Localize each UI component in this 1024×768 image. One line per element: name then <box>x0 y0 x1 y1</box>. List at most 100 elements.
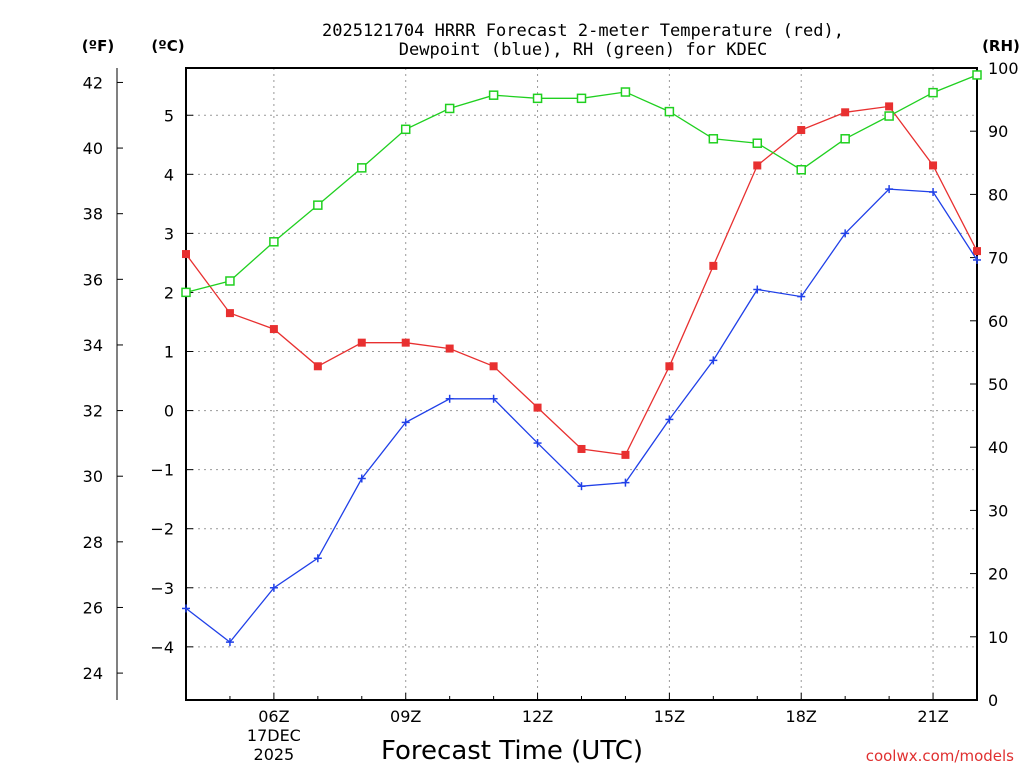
temperature-point <box>841 108 850 117</box>
dewpoint-point <box>489 394 498 403</box>
rh-point <box>884 111 894 121</box>
rh-point <box>708 134 719 144</box>
rh-tick-label: 20 <box>988 565 1008 584</box>
fahrenheit-tick-label: 32 <box>83 402 103 421</box>
credit-text: coolwx.com/models <box>866 747 1014 765</box>
rh-point <box>225 276 235 286</box>
temperature-point <box>665 362 674 371</box>
x-tick-label: 21Z <box>917 707 948 726</box>
rh-tick-label: 100 <box>988 59 1019 78</box>
fahrenheit-tick-label: 24 <box>83 664 103 683</box>
rh-point <box>357 163 367 173</box>
rh-point <box>664 106 675 117</box>
x-tick-label: 06Z <box>258 707 289 726</box>
fahrenheit-unit-label: (ºF) <box>82 37 114 55</box>
dewpoint-point <box>665 415 674 424</box>
rh-point <box>620 87 631 97</box>
celsius-tick-label: −2 <box>150 520 174 539</box>
celsius-tick-label: 4 <box>164 165 174 184</box>
rh-tick-label: 90 <box>988 122 1008 141</box>
rh-tick-label: 40 <box>988 438 1008 457</box>
fahrenheit-tick-label: 36 <box>83 270 103 289</box>
rh-point <box>928 87 938 98</box>
celsius-tick-label: 2 <box>164 283 174 302</box>
temperature-point <box>577 444 586 453</box>
series-line-temperature <box>185 105 978 456</box>
grid-lines <box>186 68 977 700</box>
rh-point <box>313 200 323 210</box>
fahrenheit-tick-label: 40 <box>83 139 103 158</box>
series-temperature <box>182 102 981 459</box>
dewpoint-point <box>225 638 234 647</box>
dewpoint-point <box>753 285 762 294</box>
series-line-rh <box>185 74 978 294</box>
temperature-point <box>401 338 410 347</box>
dewpoint-point <box>313 554 322 563</box>
rh-tick-label: 10 <box>988 628 1008 647</box>
temperature-point <box>313 362 322 371</box>
temperature-point <box>357 338 366 347</box>
x-tick-label: 09Z <box>390 707 421 726</box>
rh-point <box>269 237 279 247</box>
temperature-point <box>225 309 234 318</box>
series-rh <box>181 70 982 298</box>
dewpoint-point <box>929 188 938 197</box>
celsius-tick-label: 5 <box>164 106 174 125</box>
rh-point <box>576 93 587 104</box>
rh-tick-label: 0 <box>988 691 998 710</box>
rh-unit-label: (RH) <box>982 37 1020 55</box>
celsius-tick-label: 0 <box>164 402 174 421</box>
temperature-point <box>489 362 498 371</box>
axes <box>116 67 978 701</box>
dewpoint-point <box>973 255 981 264</box>
rh-point <box>400 124 411 135</box>
dewpoint-point <box>885 185 894 194</box>
celsius-tick-label: −1 <box>150 461 174 480</box>
rh-tick-label: 70 <box>988 249 1008 268</box>
rh-tick-label: 60 <box>988 312 1008 331</box>
celsius-tick-label: −4 <box>150 638 174 657</box>
fahrenheit-tick-label: 28 <box>83 533 103 552</box>
rh-point <box>796 165 806 175</box>
tick-labels: 42403836343230282624543210−1−2−3−4100908… <box>83 59 1019 764</box>
x-tick-sublabel: 17DEC <box>247 726 301 745</box>
temperature-point <box>709 261 718 270</box>
temperature-point <box>621 450 630 459</box>
dewpoint-point <box>797 292 806 301</box>
fahrenheit-tick-label: 42 <box>83 73 103 92</box>
temperature-point <box>269 325 278 334</box>
rh-point <box>181 287 191 298</box>
chart-title-line2: Dewpoint (blue), RH (green) for KDEC <box>399 40 767 60</box>
celsius-tick-label: 1 <box>164 343 174 362</box>
temperature-point <box>973 247 981 256</box>
plot-frame <box>185 67 978 701</box>
rh-point <box>752 138 763 148</box>
x-tick-sublabel: 2025 <box>254 745 295 764</box>
celsius-tick-label: −3 <box>150 579 174 598</box>
dewpoint-point <box>709 356 718 365</box>
dewpoint-point <box>401 418 410 427</box>
dewpoint-point <box>269 583 278 592</box>
temperature-point <box>797 126 806 135</box>
fahrenheit-tick-label: 30 <box>83 467 103 486</box>
x-tick-label: 15Z <box>654 707 685 726</box>
fahrenheit-tick-label: 34 <box>83 336 103 355</box>
series-line-dewpoint <box>185 188 978 644</box>
rh-point <box>532 93 543 104</box>
dewpoint-point <box>357 474 366 483</box>
rh-tick-label: 30 <box>988 501 1008 520</box>
celsius-unit-label: (ºC) <box>151 37 184 55</box>
dewpoint-point <box>577 482 586 491</box>
chart-title-line1: 2025121704 HRRR Forecast 2-meter Tempera… <box>322 21 844 41</box>
x-axis-label: Forecast Time (UTC) <box>381 736 643 766</box>
rh-tick-label: 80 <box>988 185 1008 204</box>
series-dewpoint <box>182 185 981 647</box>
x-tick-label: 12Z <box>522 707 553 726</box>
temperature-point <box>445 344 454 353</box>
fahrenheit-tick-label: 38 <box>83 205 103 224</box>
data-series <box>181 70 982 647</box>
temperature-point <box>885 102 894 111</box>
temperature-point <box>929 161 938 170</box>
dewpoint-point <box>445 394 454 403</box>
temperature-point <box>533 403 542 412</box>
